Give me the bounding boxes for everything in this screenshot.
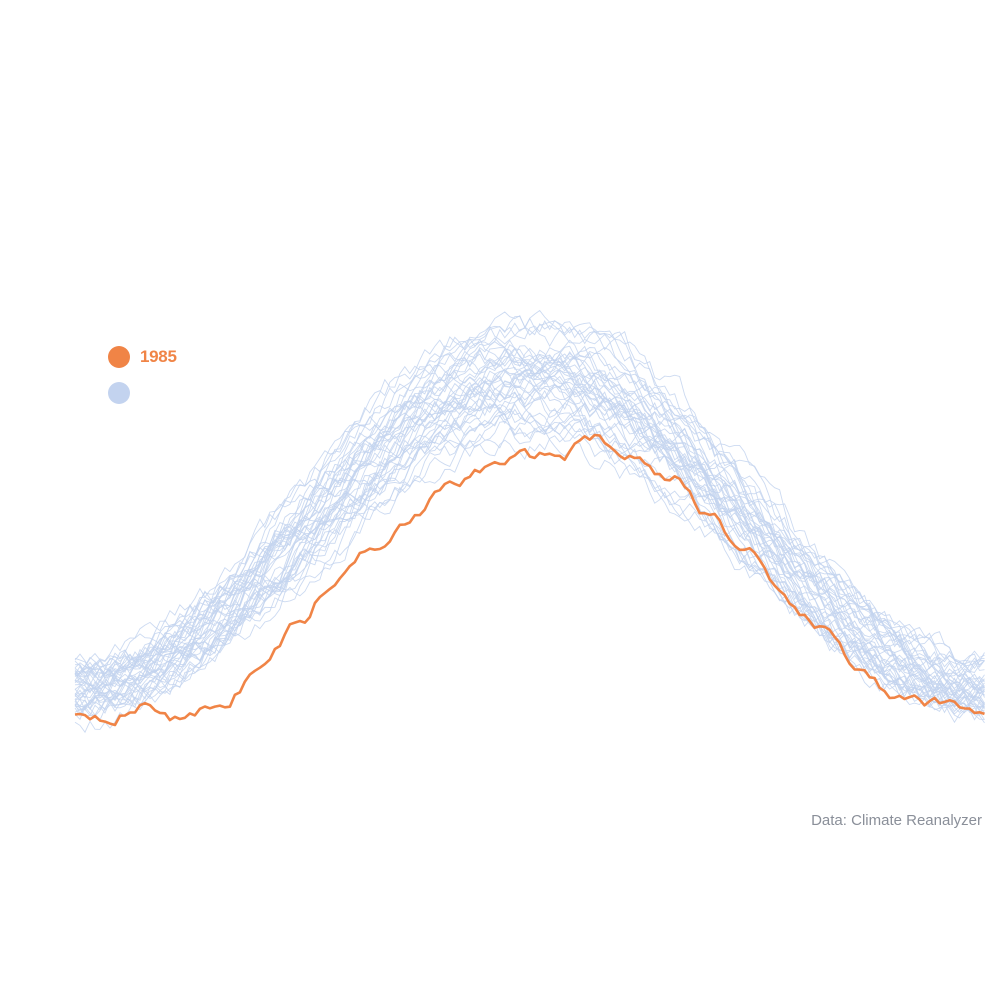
other-year-line xyxy=(74,315,985,691)
legend-label-highlight: 1985 xyxy=(140,347,177,366)
other-year-line xyxy=(74,374,985,699)
data-source: Data: Climate Reanalyzer xyxy=(811,812,982,829)
highlight-year-line xyxy=(74,433,985,727)
other-year-line xyxy=(74,339,985,695)
other-year-line xyxy=(74,385,985,714)
other-year-line xyxy=(74,391,985,717)
other-year-line xyxy=(74,347,985,691)
other-year-line xyxy=(74,424,985,715)
other-year-line xyxy=(74,366,985,700)
legend-dot-highlight xyxy=(108,346,130,368)
other-year-line xyxy=(74,356,985,698)
other-year-line xyxy=(74,375,985,724)
other-year-line xyxy=(74,365,985,720)
other-year-line xyxy=(74,354,985,691)
other-year-line xyxy=(74,317,985,684)
legend-item-others xyxy=(108,382,140,404)
highlight-series-line xyxy=(74,433,985,727)
other-year-line xyxy=(74,413,985,712)
other-year-line xyxy=(74,417,985,715)
other-year-line xyxy=(74,387,985,734)
other-year-line xyxy=(74,398,985,724)
legend-dot-others xyxy=(108,382,130,404)
other-year-line xyxy=(74,348,985,696)
other-year-line xyxy=(74,389,985,721)
other-year-line xyxy=(74,347,985,684)
other-year-line xyxy=(74,369,985,700)
other-years-lines xyxy=(74,309,985,734)
other-year-line xyxy=(74,348,985,715)
other-year-line xyxy=(74,353,985,717)
other-year-line xyxy=(74,379,985,704)
other-year-line xyxy=(74,361,985,688)
legend-item-highlight: 1985 xyxy=(108,346,177,368)
other-year-line xyxy=(74,366,985,688)
